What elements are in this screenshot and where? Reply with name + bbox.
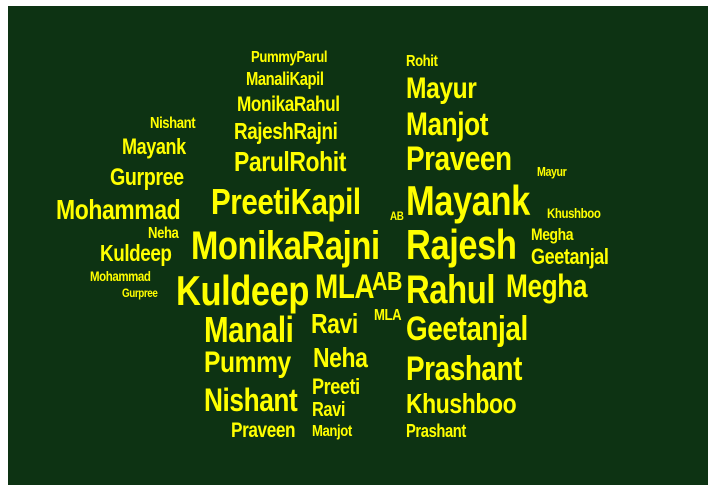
word: Neha — [313, 342, 368, 373]
word: Mayur — [537, 164, 567, 179]
word: Rohit — [406, 53, 438, 70]
word: Ravi — [311, 308, 358, 339]
word: Megha — [506, 268, 588, 304]
word: Khushboo — [406, 388, 517, 419]
word: Khushboo — [547, 205, 601, 221]
word: Gurpree — [122, 286, 158, 300]
word: Manali — [204, 309, 294, 350]
word: Gurpree — [110, 164, 184, 191]
word: AB — [390, 209, 404, 223]
word: Ravi — [312, 399, 346, 421]
word: Mayank — [122, 134, 186, 159]
word: Kuldeep — [176, 267, 309, 314]
word: MLA — [315, 268, 375, 306]
word: Manjot — [312, 423, 352, 440]
word: MLA — [374, 307, 402, 324]
word-cloud-canvas: PummyParul ManaliKapil MonikaRahul Rajes… — [8, 6, 708, 485]
word: Prashant — [406, 350, 523, 388]
word: Nishant — [204, 382, 298, 418]
word: Rajesh — [406, 221, 517, 268]
word: Mohammad — [90, 268, 151, 284]
word: Preeti — [312, 374, 360, 399]
word: ManaliKapil — [246, 69, 324, 89]
word: MonikaRahul — [237, 93, 340, 116]
word: Pummy — [204, 346, 291, 379]
word: Megha — [531, 225, 574, 244]
word: Manjot — [406, 106, 489, 142]
word: Geetanjal — [406, 310, 528, 348]
word: Nishant — [150, 115, 196, 132]
word: RajeshRajni — [234, 118, 338, 144]
word: Praveen — [231, 419, 296, 442]
word: Neha — [148, 225, 179, 242]
word: Rahul — [406, 268, 496, 312]
word: Praveen — [406, 140, 512, 178]
word: Mohammad — [56, 194, 181, 225]
word: Mayank — [406, 177, 530, 224]
word: PummyParul — [251, 49, 328, 66]
word: Kuldeep — [100, 240, 172, 266]
word: Prashant — [406, 421, 466, 441]
word: MonikaRajni — [191, 224, 380, 268]
word: Geetanjal — [531, 244, 609, 269]
word: AB — [372, 266, 402, 296]
word: PreetiKapil — [211, 181, 361, 222]
word: ParulRohit — [234, 146, 346, 177]
word: Mayur — [406, 72, 477, 105]
